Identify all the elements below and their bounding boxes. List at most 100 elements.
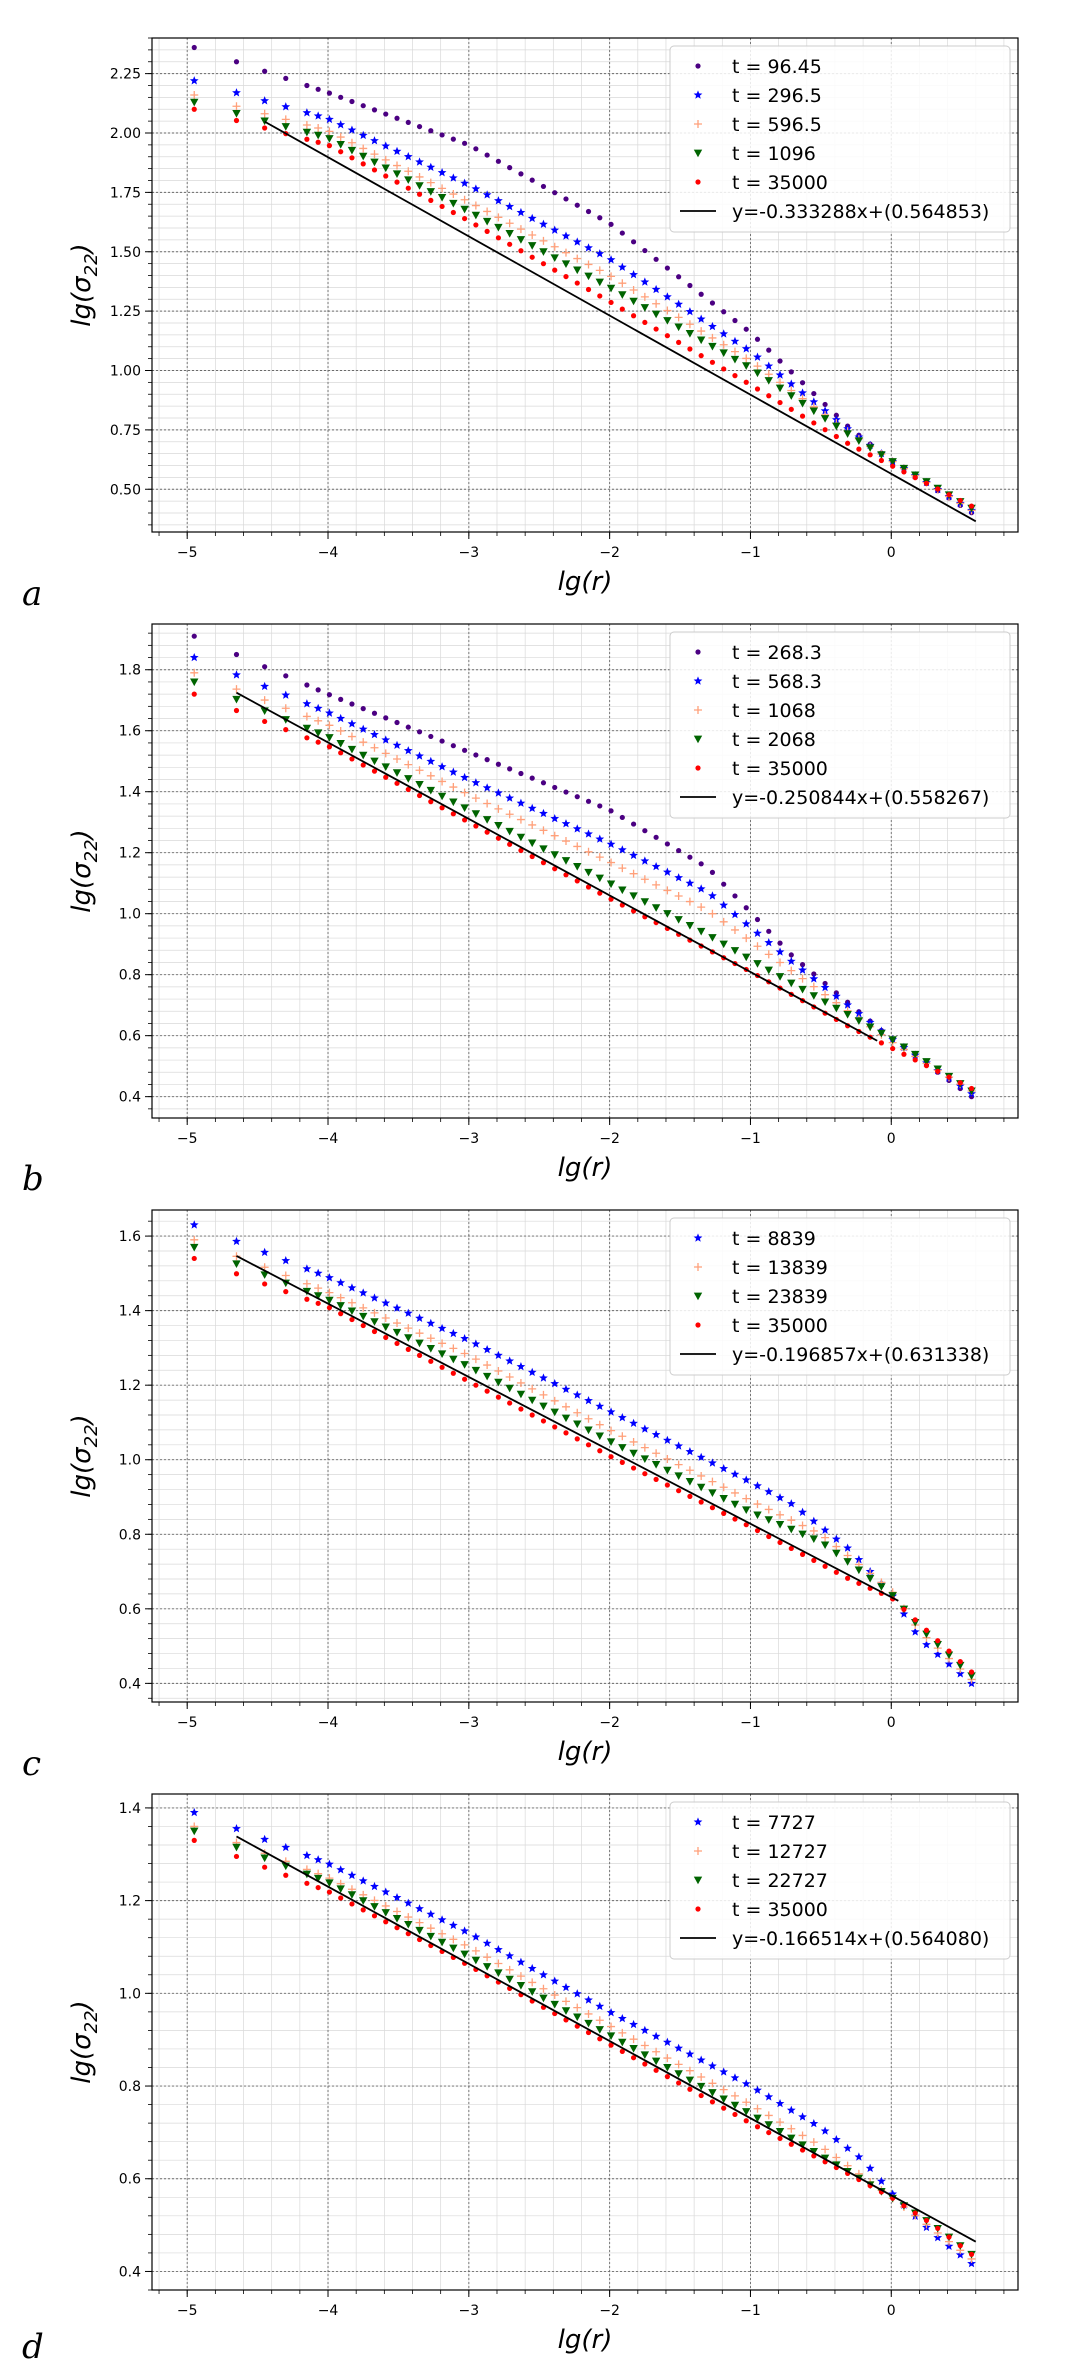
data-point (730, 1469, 740, 1479)
data-point (776, 1510, 785, 1519)
data-point (281, 1842, 291, 1852)
data-point (426, 1924, 435, 1933)
data-point (462, 747, 468, 753)
data-point (865, 1574, 875, 1583)
y-axis-label: lg(σ22) (67, 1414, 102, 1497)
data-point (315, 1884, 321, 1891)
panels: −5 −4 −3 −2 −1 00.500.751.001.251.501.752.002… (22, 37, 1019, 2367)
data-point (394, 719, 400, 726)
data-point (696, 1483, 706, 1492)
data-point (753, 2114, 762, 2123)
data-point (550, 1379, 560, 1388)
data-point (426, 1318, 436, 1328)
data-point (471, 1956, 481, 1965)
data-point (449, 199, 458, 208)
data-point (325, 114, 334, 124)
data-point (561, 1402, 570, 1411)
y-axis-label-main: lg(σ (67, 275, 97, 327)
data-point (652, 880, 661, 889)
x-tick-label: 0 (887, 545, 896, 561)
data-point (708, 1458, 717, 1467)
data-point (764, 950, 773, 959)
data-point (358, 1876, 368, 1885)
y-axis-label-subscript: 22 (81, 839, 102, 862)
data-point (642, 319, 648, 326)
data-point (597, 890, 603, 896)
data-point (574, 280, 580, 286)
data-point (608, 808, 614, 814)
data-point (381, 749, 390, 758)
data-point (473, 146, 479, 152)
x-tick-label: −2 (599, 1131, 620, 1147)
data-point (462, 140, 468, 146)
data-point (843, 2143, 852, 2153)
data-point (651, 1430, 661, 1439)
data-point (550, 851, 559, 859)
data-point (505, 793, 515, 802)
data-point (890, 463, 896, 469)
data-point (325, 1273, 334, 1282)
data-point (403, 152, 413, 161)
data-point (766, 347, 772, 353)
data-point (742, 362, 751, 370)
data-point (606, 880, 616, 889)
data-point (471, 211, 481, 220)
data-point (595, 249, 605, 258)
y-tick-label: 1.0 (119, 1453, 141, 1469)
data-point (753, 369, 762, 378)
data-point (561, 231, 571, 240)
data-point (561, 248, 570, 257)
data-point (415, 1329, 424, 1338)
data-point (302, 121, 311, 129)
data-point (935, 486, 941, 492)
data-point (955, 2250, 965, 2259)
data-point (730, 2101, 740, 2110)
data-point (695, 1322, 701, 1328)
series-3 (190, 1243, 976, 1680)
data-point (595, 1432, 604, 1441)
data-point (877, 1029, 886, 1038)
data-point (516, 1957, 526, 1966)
y-tick-label: 1.4 (119, 785, 141, 801)
y-axis-label-close: ) (67, 829, 97, 841)
data-point (304, 1296, 310, 1302)
data-point (438, 1929, 447, 1938)
data-point (415, 1926, 424, 1935)
y-axis-label-subscript: 22 (81, 1424, 102, 1447)
data-point (820, 1541, 830, 1550)
data-point (449, 1944, 458, 1953)
data-point (360, 103, 366, 109)
y-tick-label: 1.2 (119, 1894, 141, 1910)
data-point (732, 373, 738, 379)
data-point (383, 715, 389, 721)
data-point (460, 804, 469, 813)
data-point (573, 2003, 582, 2012)
data-point (326, 744, 333, 750)
data-point (798, 974, 807, 983)
data-point (923, 480, 930, 486)
y-tick-label: 1.50 (110, 245, 141, 261)
series-1 (189, 1220, 976, 1688)
data-point (190, 678, 199, 687)
data-point (539, 219, 548, 228)
data-point (584, 2009, 593, 2018)
data-point (483, 799, 492, 808)
data-point (821, 990, 830, 999)
data-point (326, 692, 333, 698)
data-point (709, 1505, 716, 1511)
data-point (392, 1915, 402, 1923)
data-point (574, 202, 580, 208)
data-point (708, 2079, 717, 2088)
data-point (685, 320, 694, 329)
data-point (426, 786, 436, 795)
data-point (358, 1288, 368, 1297)
data-point (606, 1438, 616, 1446)
data-point (381, 1887, 391, 1896)
y-tick-label: 0.4 (119, 2264, 141, 2280)
data-point (381, 141, 391, 150)
data-point (482, 1938, 492, 1948)
data-point (381, 1313, 390, 1322)
data-point (336, 1293, 345, 1302)
data-point (505, 219, 514, 228)
